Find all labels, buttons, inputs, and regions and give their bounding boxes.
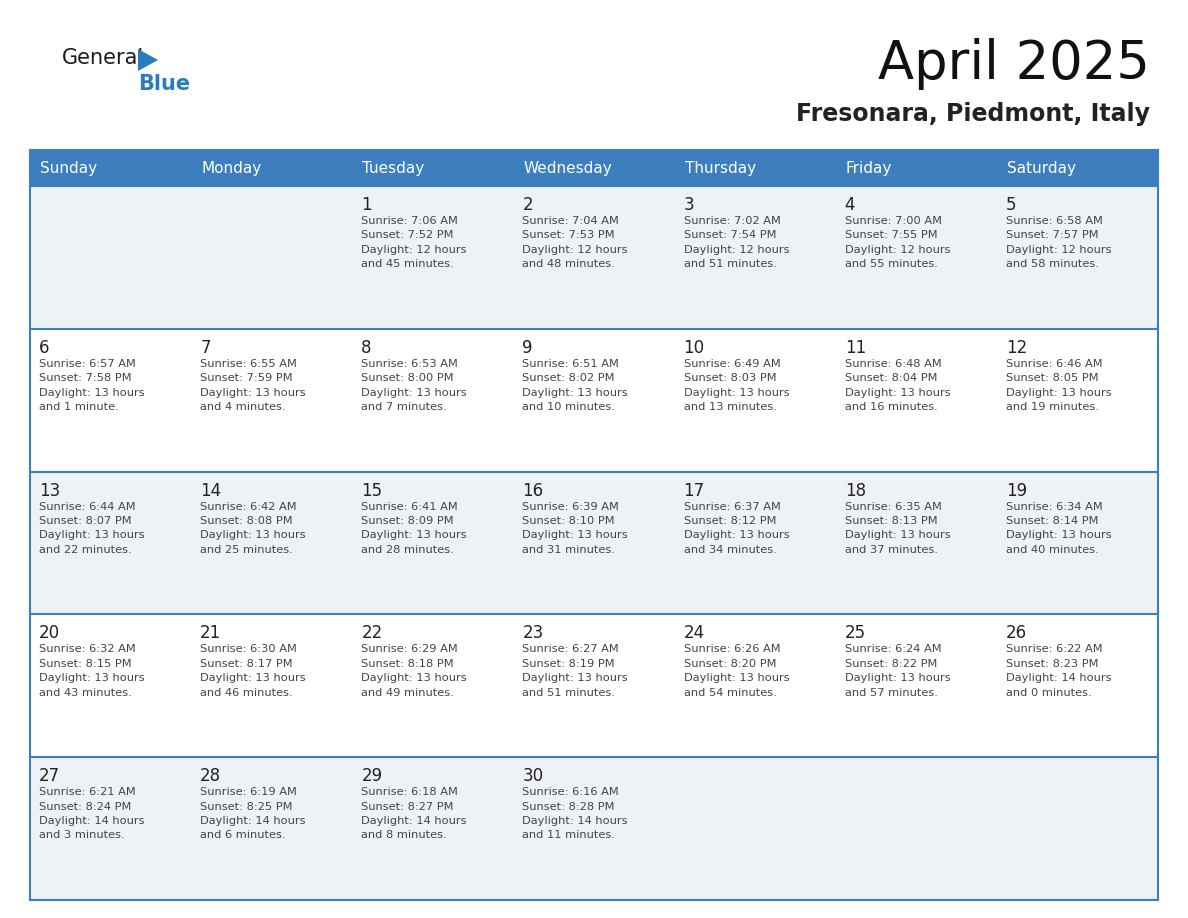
Text: Sunrise: 7:02 AM
Sunset: 7:54 PM
Daylight: 12 hours
and 51 minutes.: Sunrise: 7:02 AM Sunset: 7:54 PM Dayligh… <box>683 216 789 269</box>
Bar <box>30 472 1158 614</box>
Text: Sunrise: 6:37 AM
Sunset: 8:12 PM
Daylight: 13 hours
and 34 minutes.: Sunrise: 6:37 AM Sunset: 8:12 PM Dayligh… <box>683 501 789 554</box>
Text: 20: 20 <box>39 624 61 643</box>
Text: Sunrise: 6:53 AM
Sunset: 8:00 PM
Daylight: 13 hours
and 7 minutes.: Sunrise: 6:53 AM Sunset: 8:00 PM Dayligh… <box>361 359 467 412</box>
Text: 10: 10 <box>683 339 704 357</box>
Text: Sunrise: 6:49 AM
Sunset: 8:03 PM
Daylight: 13 hours
and 13 minutes.: Sunrise: 6:49 AM Sunset: 8:03 PM Dayligh… <box>683 359 789 412</box>
Text: 14: 14 <box>200 482 221 499</box>
Text: 29: 29 <box>361 767 383 785</box>
Text: Sunrise: 6:22 AM
Sunset: 8:23 PM
Daylight: 14 hours
and 0 minutes.: Sunrise: 6:22 AM Sunset: 8:23 PM Dayligh… <box>1006 644 1111 698</box>
Text: April 2025: April 2025 <box>878 38 1150 90</box>
Text: Sunrise: 7:04 AM
Sunset: 7:53 PM
Daylight: 12 hours
and 48 minutes.: Sunrise: 7:04 AM Sunset: 7:53 PM Dayligh… <box>523 216 628 269</box>
Text: 18: 18 <box>845 482 866 499</box>
Text: Sunrise: 6:46 AM
Sunset: 8:05 PM
Daylight: 13 hours
and 19 minutes.: Sunrise: 6:46 AM Sunset: 8:05 PM Dayligh… <box>1006 359 1112 412</box>
Text: 27: 27 <box>39 767 61 785</box>
Text: 2: 2 <box>523 196 533 214</box>
Text: 24: 24 <box>683 624 704 643</box>
Bar <box>30 150 1158 900</box>
Text: 9: 9 <box>523 339 533 357</box>
Bar <box>30 186 1158 329</box>
Text: 23: 23 <box>523 624 544 643</box>
Text: 11: 11 <box>845 339 866 357</box>
Text: Sunrise: 6:42 AM
Sunset: 8:08 PM
Daylight: 13 hours
and 25 minutes.: Sunrise: 6:42 AM Sunset: 8:08 PM Dayligh… <box>200 501 305 554</box>
Text: Thursday: Thursday <box>684 161 756 175</box>
Bar <box>30 150 1158 186</box>
Text: 15: 15 <box>361 482 383 499</box>
Text: Sunrise: 6:55 AM
Sunset: 7:59 PM
Daylight: 13 hours
and 4 minutes.: Sunrise: 6:55 AM Sunset: 7:59 PM Dayligh… <box>200 359 305 412</box>
Text: Sunrise: 6:39 AM
Sunset: 8:10 PM
Daylight: 13 hours
and 31 minutes.: Sunrise: 6:39 AM Sunset: 8:10 PM Dayligh… <box>523 501 628 554</box>
Text: 28: 28 <box>200 767 221 785</box>
Bar <box>30 757 1158 900</box>
Text: 5: 5 <box>1006 196 1017 214</box>
Text: Sunrise: 6:26 AM
Sunset: 8:20 PM
Daylight: 13 hours
and 54 minutes.: Sunrise: 6:26 AM Sunset: 8:20 PM Dayligh… <box>683 644 789 698</box>
Text: Sunday: Sunday <box>40 161 97 175</box>
Text: 13: 13 <box>39 482 61 499</box>
Text: 17: 17 <box>683 482 704 499</box>
Text: Sunrise: 6:24 AM
Sunset: 8:22 PM
Daylight: 13 hours
and 57 minutes.: Sunrise: 6:24 AM Sunset: 8:22 PM Dayligh… <box>845 644 950 698</box>
Text: 26: 26 <box>1006 624 1026 643</box>
Text: 6: 6 <box>39 339 50 357</box>
Text: Sunrise: 7:06 AM
Sunset: 7:52 PM
Daylight: 12 hours
and 45 minutes.: Sunrise: 7:06 AM Sunset: 7:52 PM Dayligh… <box>361 216 467 269</box>
Text: 4: 4 <box>845 196 855 214</box>
Text: Saturday: Saturday <box>1007 161 1076 175</box>
Text: Sunrise: 6:19 AM
Sunset: 8:25 PM
Daylight: 14 hours
and 6 minutes.: Sunrise: 6:19 AM Sunset: 8:25 PM Dayligh… <box>200 788 305 840</box>
Text: Sunrise: 6:57 AM
Sunset: 7:58 PM
Daylight: 13 hours
and 1 minute.: Sunrise: 6:57 AM Sunset: 7:58 PM Dayligh… <box>39 359 145 412</box>
Text: 12: 12 <box>1006 339 1028 357</box>
Text: 25: 25 <box>845 624 866 643</box>
Text: 19: 19 <box>1006 482 1026 499</box>
Text: 1: 1 <box>361 196 372 214</box>
Text: Sunrise: 6:48 AM
Sunset: 8:04 PM
Daylight: 13 hours
and 16 minutes.: Sunrise: 6:48 AM Sunset: 8:04 PM Dayligh… <box>845 359 950 412</box>
Bar <box>30 614 1158 757</box>
Text: Tuesday: Tuesday <box>362 161 424 175</box>
Text: 21: 21 <box>200 624 221 643</box>
Text: Sunrise: 6:34 AM
Sunset: 8:14 PM
Daylight: 13 hours
and 40 minutes.: Sunrise: 6:34 AM Sunset: 8:14 PM Dayligh… <box>1006 501 1112 554</box>
Text: Sunrise: 6:32 AM
Sunset: 8:15 PM
Daylight: 13 hours
and 43 minutes.: Sunrise: 6:32 AM Sunset: 8:15 PM Dayligh… <box>39 644 145 698</box>
Text: Sunrise: 6:51 AM
Sunset: 8:02 PM
Daylight: 13 hours
and 10 minutes.: Sunrise: 6:51 AM Sunset: 8:02 PM Dayligh… <box>523 359 628 412</box>
Text: 16: 16 <box>523 482 544 499</box>
Text: 8: 8 <box>361 339 372 357</box>
Text: Sunrise: 6:29 AM
Sunset: 8:18 PM
Daylight: 13 hours
and 49 minutes.: Sunrise: 6:29 AM Sunset: 8:18 PM Dayligh… <box>361 644 467 698</box>
Text: General: General <box>62 48 144 68</box>
Text: Sunrise: 6:21 AM
Sunset: 8:24 PM
Daylight: 14 hours
and 3 minutes.: Sunrise: 6:21 AM Sunset: 8:24 PM Dayligh… <box>39 788 145 840</box>
Text: Sunrise: 6:27 AM
Sunset: 8:19 PM
Daylight: 13 hours
and 51 minutes.: Sunrise: 6:27 AM Sunset: 8:19 PM Dayligh… <box>523 644 628 698</box>
Text: Wednesday: Wednesday <box>524 161 612 175</box>
Text: 7: 7 <box>200 339 210 357</box>
Text: Sunrise: 6:58 AM
Sunset: 7:57 PM
Daylight: 12 hours
and 58 minutes.: Sunrise: 6:58 AM Sunset: 7:57 PM Dayligh… <box>1006 216 1111 269</box>
Bar <box>30 329 1158 472</box>
Text: 3: 3 <box>683 196 694 214</box>
Text: Sunrise: 6:30 AM
Sunset: 8:17 PM
Daylight: 13 hours
and 46 minutes.: Sunrise: 6:30 AM Sunset: 8:17 PM Dayligh… <box>200 644 305 698</box>
Text: Friday: Friday <box>846 161 892 175</box>
Text: 30: 30 <box>523 767 544 785</box>
Text: Sunrise: 6:35 AM
Sunset: 8:13 PM
Daylight: 13 hours
and 37 minutes.: Sunrise: 6:35 AM Sunset: 8:13 PM Dayligh… <box>845 501 950 554</box>
Text: Sunrise: 6:18 AM
Sunset: 8:27 PM
Daylight: 14 hours
and 8 minutes.: Sunrise: 6:18 AM Sunset: 8:27 PM Dayligh… <box>361 788 467 840</box>
Text: Sunrise: 7:00 AM
Sunset: 7:55 PM
Daylight: 12 hours
and 55 minutes.: Sunrise: 7:00 AM Sunset: 7:55 PM Dayligh… <box>845 216 950 269</box>
Text: Sunrise: 6:44 AM
Sunset: 8:07 PM
Daylight: 13 hours
and 22 minutes.: Sunrise: 6:44 AM Sunset: 8:07 PM Dayligh… <box>39 501 145 554</box>
Polygon shape <box>138 49 158 71</box>
Text: Sunrise: 6:16 AM
Sunset: 8:28 PM
Daylight: 14 hours
and 11 minutes.: Sunrise: 6:16 AM Sunset: 8:28 PM Dayligh… <box>523 788 628 840</box>
Text: Fresonara, Piedmont, Italy: Fresonara, Piedmont, Italy <box>796 102 1150 126</box>
Text: Sunrise: 6:41 AM
Sunset: 8:09 PM
Daylight: 13 hours
and 28 minutes.: Sunrise: 6:41 AM Sunset: 8:09 PM Dayligh… <box>361 501 467 554</box>
Text: Blue: Blue <box>138 74 190 94</box>
Text: 22: 22 <box>361 624 383 643</box>
Text: Monday: Monday <box>201 161 261 175</box>
